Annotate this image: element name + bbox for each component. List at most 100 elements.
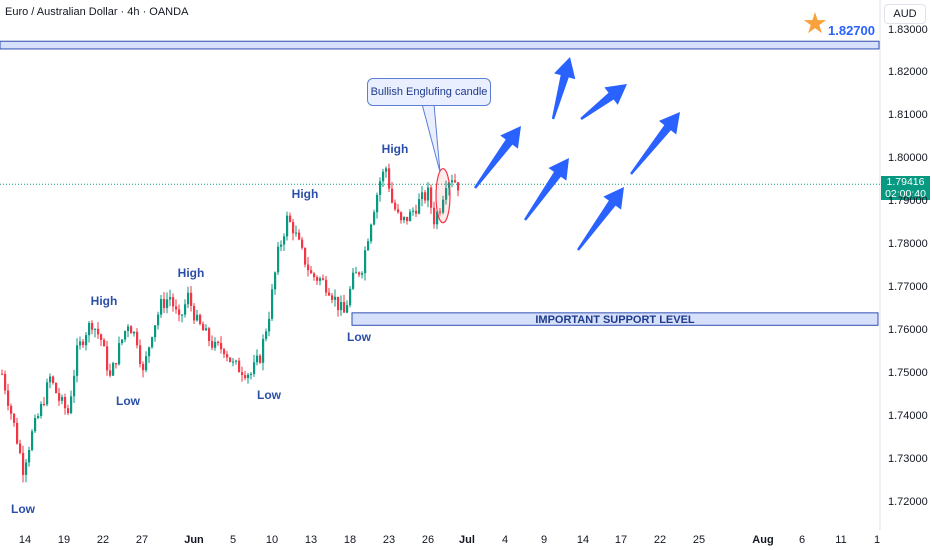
candle-body <box>454 180 457 183</box>
candle-body <box>127 326 130 332</box>
candle-body <box>157 314 160 326</box>
candle-body <box>304 247 307 265</box>
x-tick-label: Jul <box>459 534 475 546</box>
candle-body <box>82 341 85 346</box>
candle-body <box>418 199 421 214</box>
candle-body <box>232 361 235 363</box>
candle-body <box>208 328 211 342</box>
x-tick-label: 23 <box>382 534 396 546</box>
candle-body <box>313 273 316 278</box>
candle-body <box>238 360 241 373</box>
candle-body <box>430 187 433 208</box>
x-tick-label: 9 <box>540 534 548 546</box>
candle-body <box>325 279 328 293</box>
projection-arrow <box>551 57 576 120</box>
x-tick-label: 14 <box>18 534 32 546</box>
candle-body <box>139 345 142 364</box>
candle-body <box>61 396 64 401</box>
x-tick-label: 26 <box>421 534 435 546</box>
candle-body <box>292 221 295 234</box>
candle-body <box>427 187 430 201</box>
candle-body <box>151 337 154 348</box>
y-tick-label: 1.82000 <box>888 66 928 79</box>
candle-body <box>439 211 442 213</box>
swing-label-high: High <box>90 293 118 308</box>
x-tick-label: 1 <box>873 534 881 546</box>
candle-body <box>301 239 304 248</box>
target-price-label: 1.82700 <box>828 23 875 38</box>
candle-body <box>22 452 25 475</box>
candle-body <box>331 295 334 300</box>
candle-body <box>355 272 358 274</box>
swing-label-low: Low <box>347 330 371 345</box>
x-tick-label: Jun <box>184 534 204 546</box>
candle-body <box>163 299 166 308</box>
y-tick-label: 1.83000 <box>888 23 928 36</box>
x-tick-label: 6 <box>798 534 806 546</box>
candle-body <box>88 323 91 336</box>
candle-body <box>451 180 454 183</box>
candle-body <box>190 292 193 306</box>
candle-body <box>433 207 436 225</box>
candle-body <box>193 305 196 321</box>
candle-body <box>97 328 100 335</box>
candle-body <box>289 215 292 222</box>
candle-body <box>34 417 37 432</box>
candle-body <box>358 272 361 275</box>
candle-body <box>298 232 301 240</box>
candle-body <box>283 236 286 245</box>
candle-body <box>259 355 262 363</box>
swing-label-high: High <box>381 141 409 156</box>
candle-body <box>442 199 445 213</box>
candle-body <box>346 305 349 313</box>
y-tick-label: 1.72000 <box>888 495 928 508</box>
candle-body <box>187 292 190 305</box>
candle-body <box>265 331 268 339</box>
candle-body <box>256 355 259 363</box>
x-tick-label: 18 <box>343 534 357 546</box>
candle-body <box>175 306 178 310</box>
swing-label-high: High <box>177 265 205 280</box>
y-tick-label: 1.81000 <box>888 109 928 122</box>
candle-body <box>28 449 31 463</box>
candle-body <box>118 343 121 365</box>
x-tick-label: 17 <box>614 534 628 546</box>
swing-label-low: Low <box>11 502 35 517</box>
candle-body <box>268 318 271 332</box>
candle-body <box>202 323 205 331</box>
x-tick-label: 11 <box>835 534 847 546</box>
candle-body <box>109 370 112 376</box>
candle-body <box>211 341 214 348</box>
projection-arrow <box>474 126 521 189</box>
candle-body <box>133 331 136 334</box>
y-tick-label: 1.73000 <box>888 452 928 465</box>
candle-body <box>340 301 343 311</box>
candle-body <box>13 413 16 423</box>
y-tick-label: 1.74000 <box>888 409 928 422</box>
candle-body <box>412 210 415 212</box>
candle-body <box>67 408 70 414</box>
candle-body <box>274 272 277 290</box>
candle-body <box>145 356 148 371</box>
candle-body <box>196 314 199 321</box>
x-tick-label: 22 <box>653 534 667 546</box>
engulfing-highlight <box>435 168 451 224</box>
candle-body <box>457 182 460 191</box>
candle-body <box>424 192 427 201</box>
currency-button[interactable]: AUD <box>884 4 926 24</box>
candle-body <box>319 278 322 281</box>
candle-body <box>55 382 58 394</box>
candle-body <box>235 360 238 362</box>
candle-body <box>70 396 73 414</box>
projection-arrow <box>524 158 569 221</box>
x-tick-label: 14 <box>576 534 590 546</box>
candle-body <box>406 216 409 222</box>
candle-body <box>307 264 310 271</box>
candle-body <box>394 202 397 210</box>
candle-body <box>4 373 7 391</box>
candle-body <box>337 296 340 311</box>
candle-body <box>250 373 253 375</box>
candle-body <box>52 376 55 383</box>
y-tick-label: 1.75000 <box>888 366 928 379</box>
